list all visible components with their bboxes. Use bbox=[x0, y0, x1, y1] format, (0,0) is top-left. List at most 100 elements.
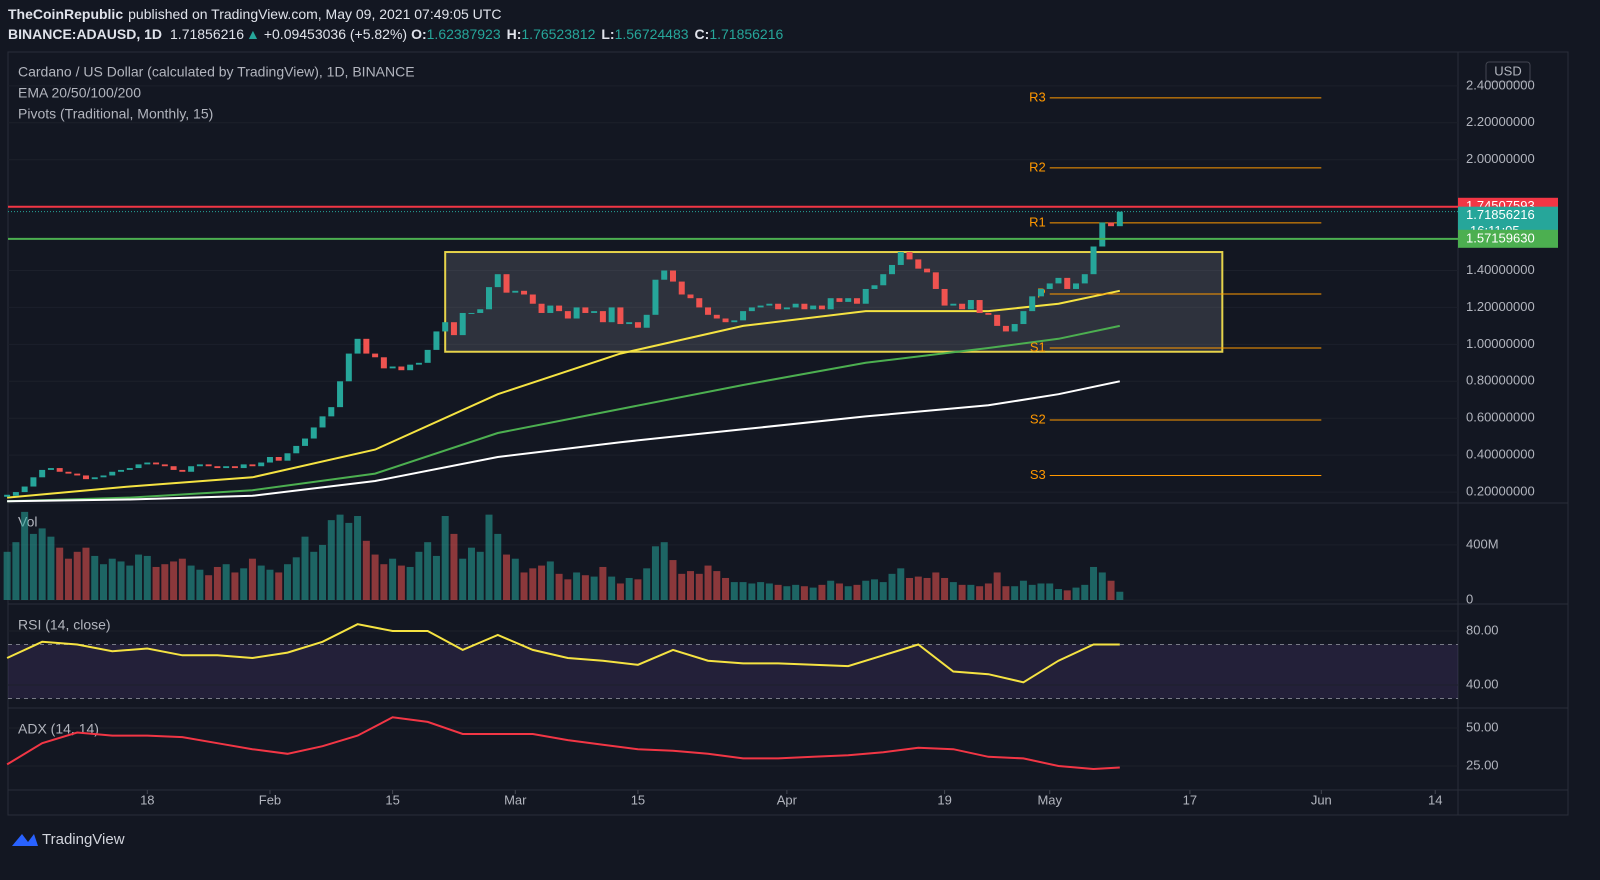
volume-bar bbox=[152, 566, 160, 600]
candle bbox=[1108, 222, 1115, 227]
volume-bar bbox=[82, 547, 90, 600]
volume-bar bbox=[879, 582, 887, 600]
candle bbox=[433, 331, 440, 350]
y-tick-label: 0.20000000 bbox=[1466, 484, 1535, 499]
candle bbox=[442, 322, 449, 332]
volume-bar bbox=[599, 566, 607, 600]
candle bbox=[231, 466, 238, 469]
candle bbox=[293, 445, 300, 454]
candle bbox=[617, 307, 624, 325]
volume-bar bbox=[792, 584, 800, 600]
volume-bar bbox=[91, 555, 99, 600]
volume-bar bbox=[38, 528, 46, 600]
volume-bar bbox=[870, 579, 878, 600]
candle bbox=[696, 298, 703, 308]
candle bbox=[170, 466, 177, 470]
candle bbox=[91, 477, 98, 480]
volume-bar bbox=[774, 584, 782, 600]
volume-bar bbox=[546, 561, 554, 600]
candle bbox=[310, 427, 317, 439]
low: 1.56724483 bbox=[615, 26, 689, 42]
candle bbox=[258, 462, 265, 467]
candle bbox=[521, 290, 528, 295]
candle bbox=[783, 307, 790, 310]
volume-bar bbox=[135, 554, 143, 600]
candle bbox=[415, 362, 422, 365]
volume-bar bbox=[1046, 583, 1054, 600]
candle bbox=[740, 311, 747, 321]
candle bbox=[1037, 288, 1044, 297]
volume-bar bbox=[12, 542, 20, 600]
last: 1.71856216 bbox=[170, 26, 244, 42]
volume-bar bbox=[783, 586, 791, 600]
y-tick-label: 1.20000000 bbox=[1466, 299, 1535, 314]
x-tick-label: Mar bbox=[504, 792, 527, 807]
x-tick-label: 19 bbox=[937, 792, 951, 807]
candle bbox=[21, 486, 28, 493]
candle bbox=[459, 312, 466, 336]
candle bbox=[1073, 283, 1080, 289]
volume-bar bbox=[906, 577, 914, 600]
volume-bar bbox=[450, 533, 458, 600]
candle bbox=[792, 303, 799, 308]
volume-bar bbox=[73, 551, 81, 600]
c-label: C: bbox=[695, 26, 710, 42]
volume-bar bbox=[117, 561, 125, 600]
volume-bar bbox=[608, 576, 616, 600]
legend-line: Cardano / US Dollar (calculated by Tradi… bbox=[18, 64, 415, 80]
pivot-label: S3 bbox=[1030, 467, 1046, 482]
change: +0.09453036 (+5.82%) bbox=[264, 26, 407, 42]
band-fill bbox=[8, 644, 1458, 699]
candle bbox=[766, 303, 773, 306]
candle bbox=[477, 309, 484, 313]
candle bbox=[801, 303, 808, 310]
x-tick-label: 14 bbox=[1428, 792, 1442, 807]
volume-bar bbox=[695, 573, 703, 600]
y-tick-label: 0 bbox=[1466, 591, 1473, 606]
volume-bar bbox=[415, 551, 423, 600]
volume-bar bbox=[319, 544, 327, 600]
candle bbox=[398, 366, 405, 371]
candle bbox=[810, 305, 817, 310]
candle bbox=[135, 464, 142, 469]
volume-bar bbox=[1054, 588, 1062, 600]
volume-bar bbox=[748, 583, 756, 600]
line bbox=[7, 380, 1121, 503]
candle bbox=[880, 274, 887, 286]
candle bbox=[380, 357, 387, 369]
volume-bar bbox=[231, 572, 239, 600]
candle bbox=[345, 353, 352, 382]
range-box bbox=[444, 251, 1224, 353]
candle bbox=[582, 307, 589, 313]
volume-bar bbox=[949, 582, 957, 600]
volume-bar bbox=[1072, 587, 1080, 600]
candle bbox=[915, 259, 922, 269]
candle bbox=[12, 492, 19, 496]
candle bbox=[626, 322, 633, 325]
candle bbox=[1081, 274, 1088, 284]
y-tick-label: 0.60000000 bbox=[1466, 410, 1535, 425]
x-tick-label: Jun bbox=[1311, 792, 1332, 807]
candle bbox=[188, 466, 195, 472]
legend-line: Pivots (Traditional, Monthly, 15) bbox=[18, 106, 213, 122]
volume-bar bbox=[511, 558, 519, 600]
candle bbox=[959, 303, 966, 310]
volume-bar bbox=[126, 565, 134, 600]
volume-bar bbox=[888, 573, 896, 600]
volume-bar bbox=[757, 582, 765, 600]
volume-bar bbox=[354, 516, 362, 600]
h-label: H: bbox=[507, 26, 522, 42]
volume-bar bbox=[432, 555, 440, 600]
candle bbox=[853, 298, 860, 304]
candle bbox=[1116, 211, 1123, 227]
volume-bar bbox=[897, 568, 905, 600]
volume-bar bbox=[397, 565, 405, 600]
legend-line: EMA 20/50/100/200 bbox=[18, 85, 141, 101]
symbol: BINANCE:ADAUSD, 1D bbox=[8, 26, 162, 42]
volume-bar bbox=[564, 579, 572, 600]
logo-icon bbox=[12, 834, 38, 846]
candle bbox=[573, 307, 580, 319]
candle bbox=[889, 264, 896, 275]
volume-bar bbox=[362, 540, 370, 600]
